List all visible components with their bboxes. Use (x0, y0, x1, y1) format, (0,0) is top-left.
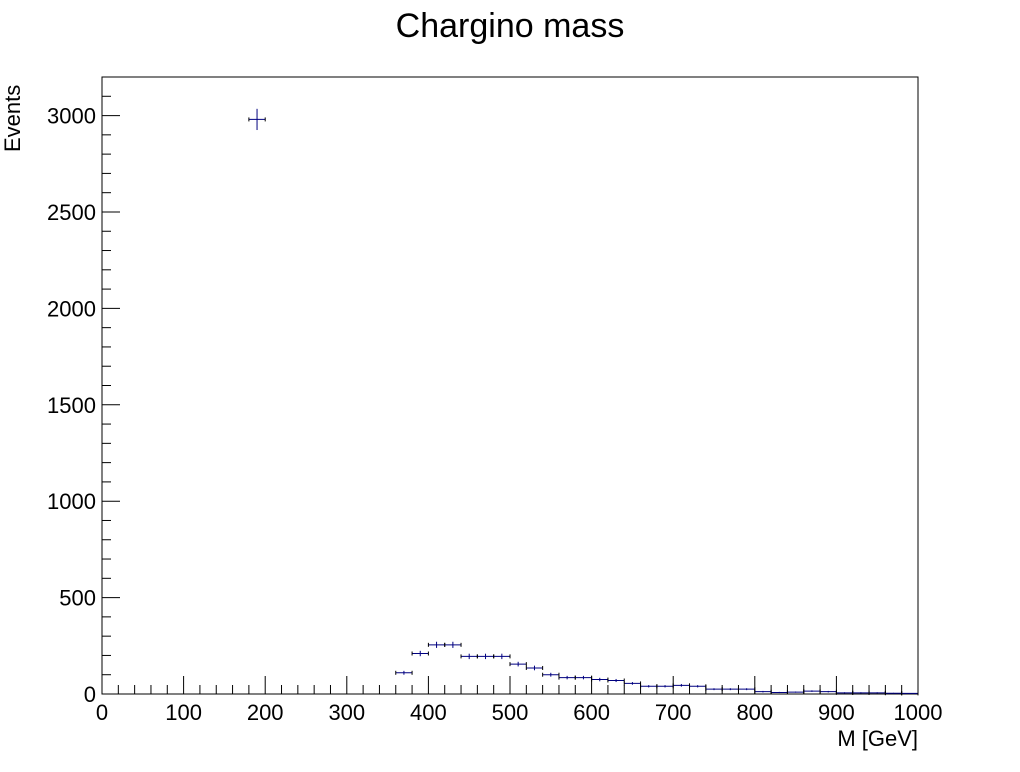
data-point (623, 681, 642, 686)
x-tick-label: 200 (247, 700, 284, 725)
chart-title: Chargino mass (396, 7, 625, 45)
data-point (444, 641, 462, 648)
x-tick-label: 300 (328, 700, 365, 725)
data-point (427, 641, 446, 648)
data-point (819, 689, 837, 694)
y-tick-label: 1000 (47, 489, 96, 514)
plot-frame (101, 76, 919, 695)
data-point (754, 689, 772, 694)
data-point (786, 690, 805, 695)
data-point (558, 675, 576, 680)
data-point (525, 665, 544, 671)
x-tick-label: 500 (492, 700, 529, 725)
x-tick-label: 600 (573, 700, 610, 725)
data-point (672, 683, 691, 688)
x-tick-label: 1000 (894, 700, 943, 725)
data-point (542, 672, 560, 677)
x-tick-label: 400 (410, 700, 447, 725)
data-point (721, 687, 739, 692)
data-point (476, 653, 495, 660)
x-axis-title: M [GeV] (837, 726, 918, 751)
y-tick-label: 1500 (47, 393, 96, 418)
y-tick-label: 2000 (47, 296, 96, 321)
data-point (493, 653, 511, 660)
data-point (656, 684, 674, 689)
data-point (607, 678, 625, 683)
x-tick-label: 900 (818, 700, 855, 725)
data-point (803, 689, 821, 694)
y-axis-title: Events (0, 85, 25, 152)
y-tick-label: 2500 (47, 200, 96, 225)
x-tick-label: 800 (736, 700, 773, 725)
data-point (509, 661, 527, 667)
y-tick-label: 500 (59, 586, 96, 611)
data-point (640, 684, 658, 689)
x-tick-label: 700 (655, 700, 692, 725)
data-point (591, 677, 609, 682)
data-point (460, 653, 478, 660)
data-point (574, 675, 593, 680)
data-point (737, 687, 756, 692)
x-tick-label: 100 (165, 700, 202, 725)
data-point (901, 691, 919, 696)
data-series (248, 108, 919, 696)
data-point (411, 650, 429, 657)
data-point (884, 691, 903, 696)
x-axis: 0 100 200 300 400 500 600 700 800 900 1000 (96, 676, 943, 725)
x-tick-label: 0 (96, 700, 108, 725)
y-tick-label: 3000 (47, 104, 96, 129)
y-tick-label: 0 (84, 682, 96, 707)
data-point (705, 687, 723, 692)
data-point (395, 670, 413, 675)
data-point (248, 108, 266, 131)
y-axis: 0 500 1000 1500 2000 2500 3000 (47, 76, 120, 707)
data-point (689, 684, 707, 689)
